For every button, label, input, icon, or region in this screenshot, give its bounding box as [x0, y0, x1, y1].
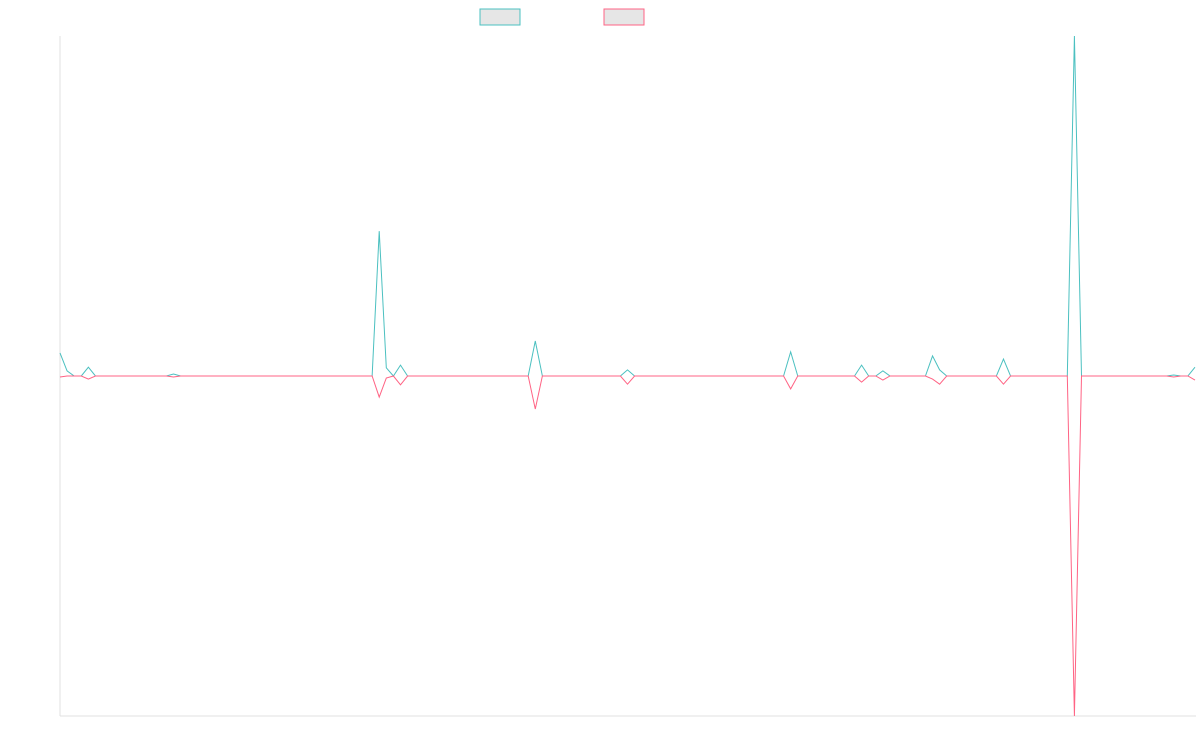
legend-swatch: [603, 8, 645, 26]
legend-swatch: [479, 8, 521, 26]
series-line: [59, 35, 1196, 377]
series-line: [59, 375, 1196, 717]
